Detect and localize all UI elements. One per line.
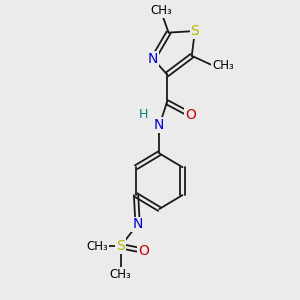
Text: N: N (148, 52, 158, 66)
Text: CH₃: CH₃ (86, 240, 108, 253)
Text: S: S (116, 239, 125, 253)
Text: CH₃: CH₃ (212, 58, 234, 72)
Text: N: N (154, 118, 164, 133)
Text: N: N (132, 218, 143, 232)
Text: S: S (190, 24, 199, 38)
Text: O: O (138, 244, 149, 258)
Text: H: H (139, 108, 148, 121)
Text: O: O (185, 108, 196, 122)
Text: CH₃: CH₃ (110, 268, 131, 281)
Text: CH₃: CH₃ (150, 4, 172, 17)
